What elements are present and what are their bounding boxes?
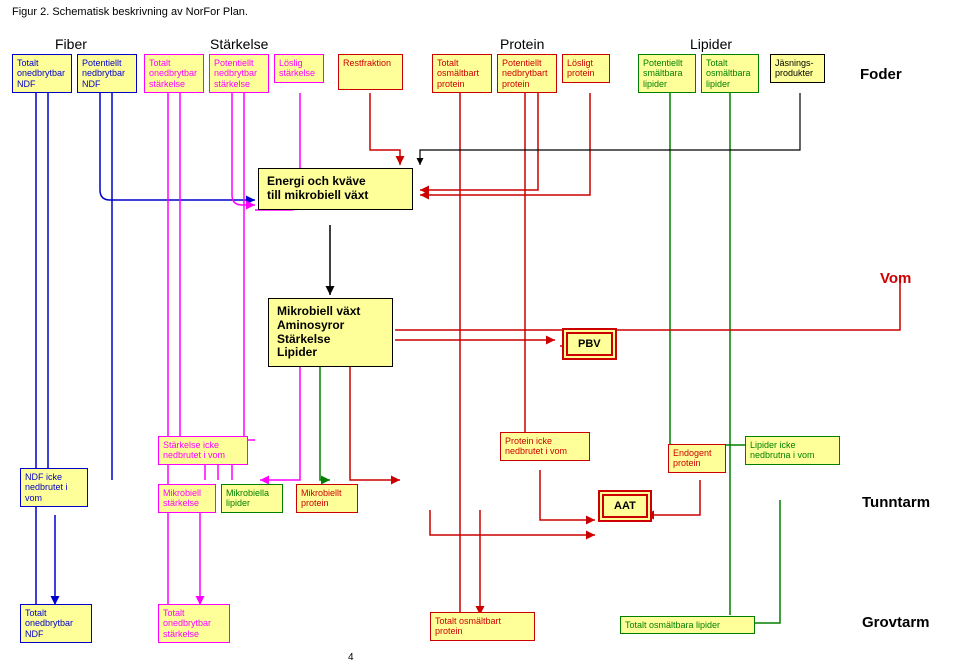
box-loslig-prot: Lösligtprotein [562,54,610,83]
heading-lipider: Lipider [690,36,732,52]
label-foder: Foder [860,66,902,83]
box-pbv: PBV [562,328,617,360]
box-mik-stark: Mikrobiellstärkelse [158,484,216,513]
box-pot-ndf: PotentielltnedbrytbarNDF [77,54,137,93]
box-prot-icke: Protein ickenedbrutet i vom [500,432,590,461]
box-endo-prot: Endogentprotein [668,444,726,473]
box-r4-ndf: TotaltonedbrytbarNDF [20,604,92,643]
box-mik-prot: Mikrobielltprotein [296,484,358,513]
box-energi-kvave: Energi och kvävetill mikrobiell växt [258,168,413,210]
box-pot-prot: Potentielltnedbrytbartprotein [497,54,557,93]
box-pot-lip: Potentielltsmältbaralipider [638,54,696,93]
figure-caption: Figur 2. Schematisk beskrivning av NorFo… [12,6,248,18]
heading-starkelse: Stärkelse [210,36,268,52]
box-ndf-icke: NDF ickenedbrutet ivom [20,468,88,507]
box-r4-prot: Totalt osmältbartprotein [430,612,535,641]
box-pot-stark: Potentielltnedbrytbarstärkelse [209,54,269,93]
flow-lines [0,0,960,668]
box-aat-inner: AAT [602,494,648,518]
box-pbv-inner: PBV [566,332,613,356]
box-total-stark: Totaltonedbrytbarstärkelse [144,54,204,93]
label-tunntarm: Tunntarm [862,494,930,511]
box-total-lip: Totaltosmältbaralipider [701,54,759,93]
box-aat: AAT [598,490,652,522]
box-jasnings: Jäsnings-produkter [770,54,825,83]
box-restfraktion: Restfraktion [338,54,403,90]
heading-fiber: Fiber [55,36,87,52]
heading-protein: Protein [500,36,544,52]
box-mikrobiell-vaxt: Mikrobiell växtAminosyrorStärkelseLipide… [268,298,393,367]
box-mik-lip: Mikrobiellalipider [221,484,283,513]
box-r4-lip: Totalt osmältbara lipider [620,616,755,634]
box-total-prot: Totaltosmältbartprotein [432,54,492,93]
box-stark-icke: Stärkelse ickenedbrutet i vom [158,436,248,465]
label-grovtarm: Grovtarm [862,614,930,631]
box-r4-stark: Totaltonedbrytbarstärkelse [158,604,230,643]
page-number: 4 [348,652,354,663]
box-total-ndf: TotaltonedbrytbarNDF [12,54,72,93]
label-vom: Vom [880,270,911,287]
box-lip-icke: Lipider ickenedbrutna i vom [745,436,840,465]
box-loslig-stark: Lösligstärkelse [274,54,324,83]
